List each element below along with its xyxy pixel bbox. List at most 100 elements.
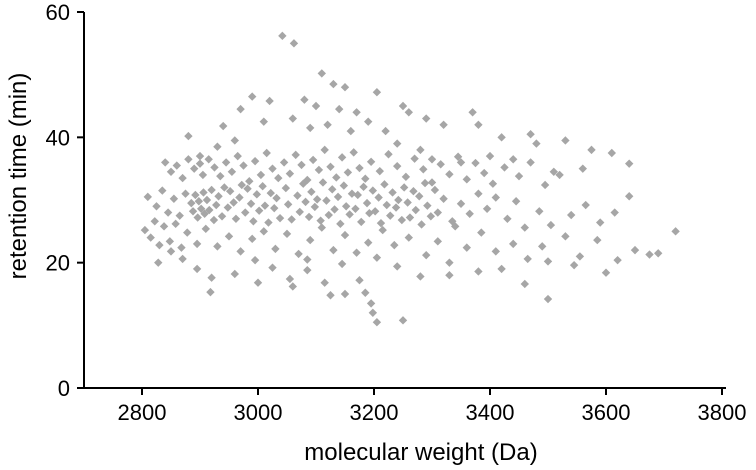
data-point: [361, 288, 370, 297]
data-point: [250, 156, 260, 166]
data-point: [259, 227, 268, 236]
data-point: [474, 120, 483, 129]
data-point: [214, 192, 223, 201]
data-point: [289, 39, 299, 48]
data-point: [330, 205, 339, 214]
data-point: [520, 279, 529, 289]
data-point: [262, 148, 271, 158]
data-point: [569, 260, 579, 270]
data-point: [202, 195, 212, 205]
data-point: [150, 217, 159, 226]
data-points: [140, 31, 680, 327]
data-point: [311, 101, 321, 111]
data-point: [514, 171, 524, 181]
data-point: [312, 195, 322, 204]
data-point: [332, 173, 341, 182]
data-point: [272, 193, 281, 203]
data-point: [245, 177, 254, 186]
data-point: [231, 214, 241, 223]
data-point: [188, 207, 198, 216]
data-point: [426, 212, 436, 221]
data-point: [625, 192, 634, 201]
data-point: [453, 152, 463, 161]
data-point: [336, 219, 345, 229]
data-point: [307, 187, 316, 197]
data-point: [281, 183, 291, 193]
data-point: [384, 150, 393, 159]
data-point: [329, 245, 338, 255]
data-point: [253, 278, 263, 287]
data-point: [366, 157, 376, 166]
data-point: [613, 255, 622, 265]
data-point: [258, 182, 267, 191]
data-point: [593, 235, 602, 245]
data-point: [433, 208, 442, 217]
data-point: [410, 154, 419, 163]
data-point: [229, 198, 238, 207]
data-point: [241, 208, 250, 217]
data-point: [328, 185, 337, 194]
data-point: [195, 159, 205, 168]
data-point: [543, 294, 553, 304]
data-point: [427, 178, 437, 187]
data-point: [394, 195, 403, 205]
y-axis-title: retention time (min): [5, 73, 32, 280]
data-point: [163, 208, 173, 217]
data-point: [178, 173, 187, 183]
data-point: [224, 232, 234, 241]
data-point: [526, 158, 535, 167]
data-point: [361, 174, 370, 183]
data-point: [335, 104, 344, 114]
data-point: [587, 145, 596, 155]
data-point: [540, 180, 550, 190]
data-point: [465, 209, 474, 218]
data-point: [192, 239, 202, 249]
data-point: [374, 193, 383, 202]
x-axis-title: molecular weight (Da): [304, 439, 537, 466]
data-point: [213, 142, 222, 151]
data-point: [278, 31, 287, 41]
data-point: [318, 178, 328, 187]
data-point: [339, 181, 349, 190]
data-point: [445, 170, 454, 179]
data-point: [252, 190, 262, 199]
y-tick-label: 20: [46, 251, 70, 276]
data-point: [364, 117, 373, 126]
data-point: [285, 274, 295, 284]
data-point: [159, 222, 169, 231]
data-point: [250, 255, 260, 265]
data-point: [393, 139, 402, 148]
data-point: [398, 316, 408, 325]
data-point: [181, 189, 190, 198]
data-point: [230, 136, 239, 145]
data-point: [370, 207, 380, 216]
data-point: [462, 175, 471, 184]
data-point: [485, 151, 495, 161]
data-point: [274, 173, 283, 183]
data-point: [246, 199, 256, 208]
data-point: [169, 194, 179, 203]
data-point: [491, 193, 500, 202]
data-point: [375, 166, 384, 176]
data-point: [347, 189, 357, 198]
data-point: [268, 263, 277, 272]
data-point: [324, 210, 333, 220]
y-tick-label: 60: [46, 0, 70, 25]
data-point: [416, 145, 425, 155]
data-point: [279, 158, 289, 167]
data-point: [355, 276, 364, 285]
data-point: [503, 214, 512, 223]
data-point: [177, 243, 186, 252]
data-point: [303, 255, 312, 264]
data-point: [601, 268, 611, 277]
data-point: [191, 190, 200, 200]
data-point: [419, 165, 428, 174]
data-point: [482, 204, 492, 213]
data-point: [230, 269, 239, 279]
data-point: [187, 198, 196, 208]
data-point: [300, 95, 309, 104]
data-point: [154, 258, 163, 267]
data-point: [433, 237, 442, 246]
data-point: [417, 220, 426, 229]
